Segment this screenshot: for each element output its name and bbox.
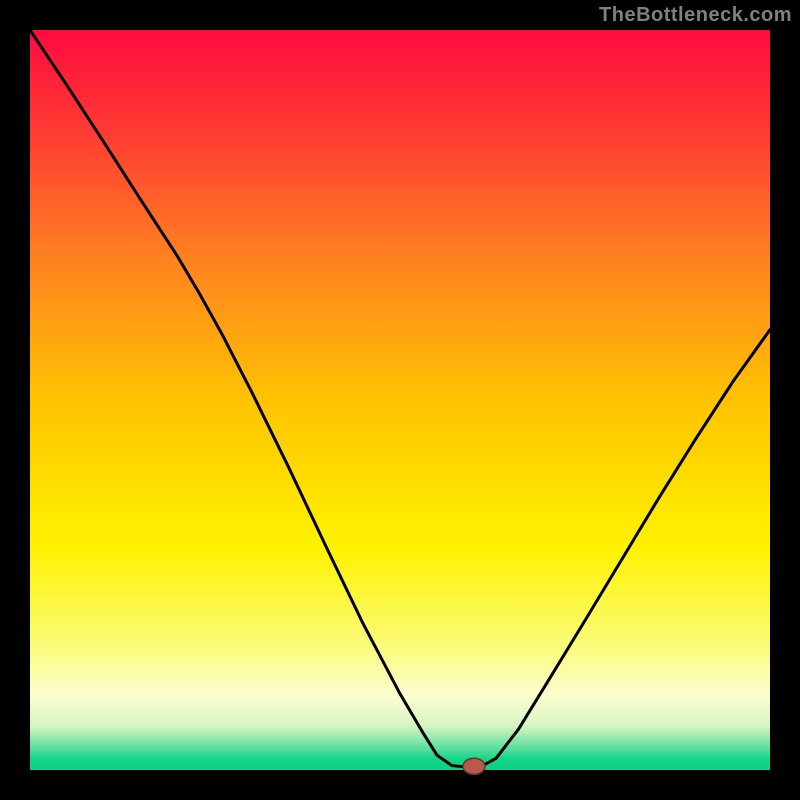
- chart-container: TheBottleneck.com: [0, 0, 800, 800]
- bottleneck-chart: [0, 0, 800, 800]
- optimal-marker: [463, 758, 485, 774]
- plot-background: [30, 30, 770, 770]
